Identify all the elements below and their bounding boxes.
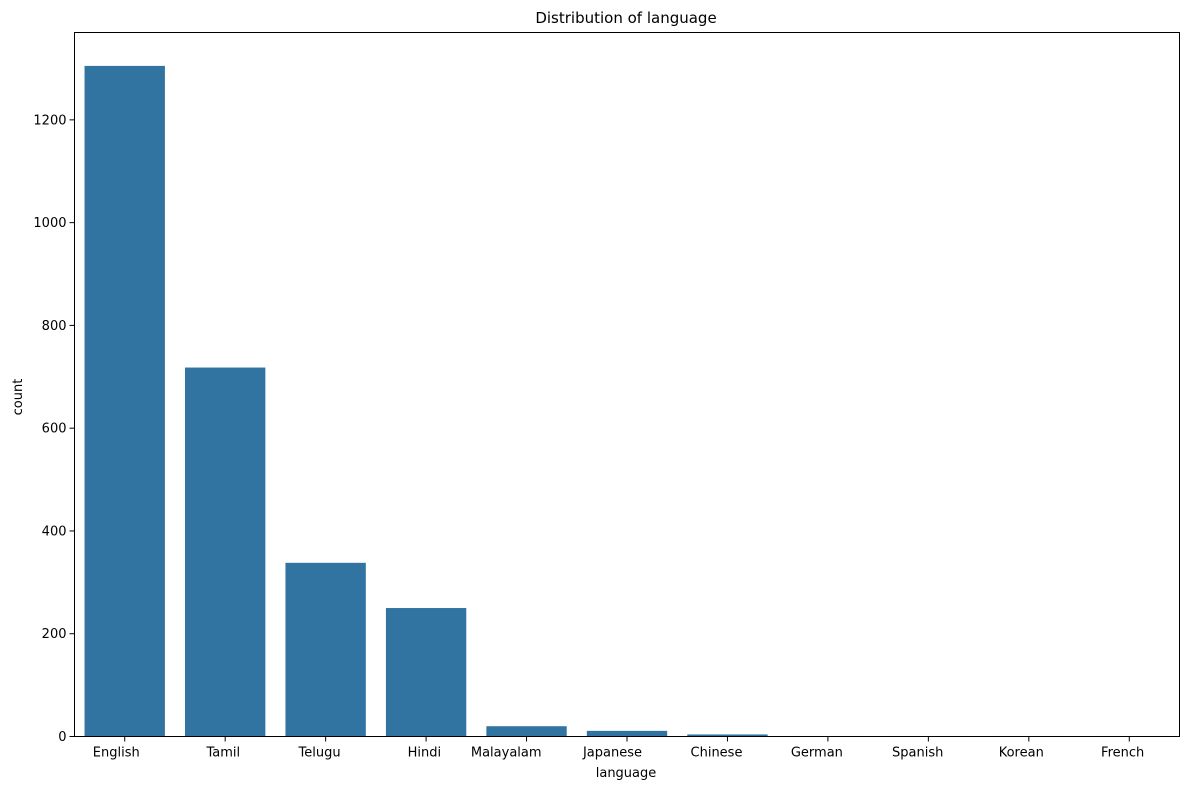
bar-chinese <box>687 734 768 737</box>
x-tick-label: Tamil <box>206 746 241 761</box>
x-tick-label: Telugu <box>298 746 341 761</box>
x-tick-label: German <box>791 746 843 761</box>
x-tick-label: Malayalam <box>471 746 542 761</box>
y-tick-label: 400 <box>42 524 67 539</box>
x-tick-label: Spanish <box>892 746 943 761</box>
chart-title: Distribution of language <box>535 9 716 27</box>
y-tick-label: 0 <box>58 730 66 745</box>
bar-english <box>84 65 165 737</box>
bar-tamil <box>185 367 266 737</box>
y-tick-label: 1000 <box>33 216 66 231</box>
x-tick-label: Korean <box>999 746 1044 761</box>
y-axis: 0 200 400 600 800 1000 1200 <box>33 113 75 745</box>
bar-hindi <box>385 608 467 737</box>
y-tick-label: 200 <box>42 627 67 642</box>
bar-japanese <box>586 730 668 737</box>
bars-group <box>84 65 1170 737</box>
y-tick-label: 600 <box>42 422 67 437</box>
plot-frame <box>74 32 1180 737</box>
x-tick-label: French <box>1101 746 1144 761</box>
bar-malayalam <box>486 726 567 737</box>
x-tick-label: English <box>93 746 140 761</box>
x-tick-label: Chinese <box>691 746 743 761</box>
x-tick-label: Hindi <box>408 746 442 761</box>
x-axis-title: language <box>596 766 657 781</box>
y-axis-title: count <box>11 379 26 416</box>
x-tick-label: Japanese <box>582 746 642 761</box>
x-axis: English Tamil Telugu Hindi Malayalam Japanese… <box>93 736 1144 761</box>
bar-telugu <box>285 562 366 737</box>
y-tick-label: 1200 <box>33 113 66 128</box>
y-tick-label: 800 <box>42 319 67 334</box>
